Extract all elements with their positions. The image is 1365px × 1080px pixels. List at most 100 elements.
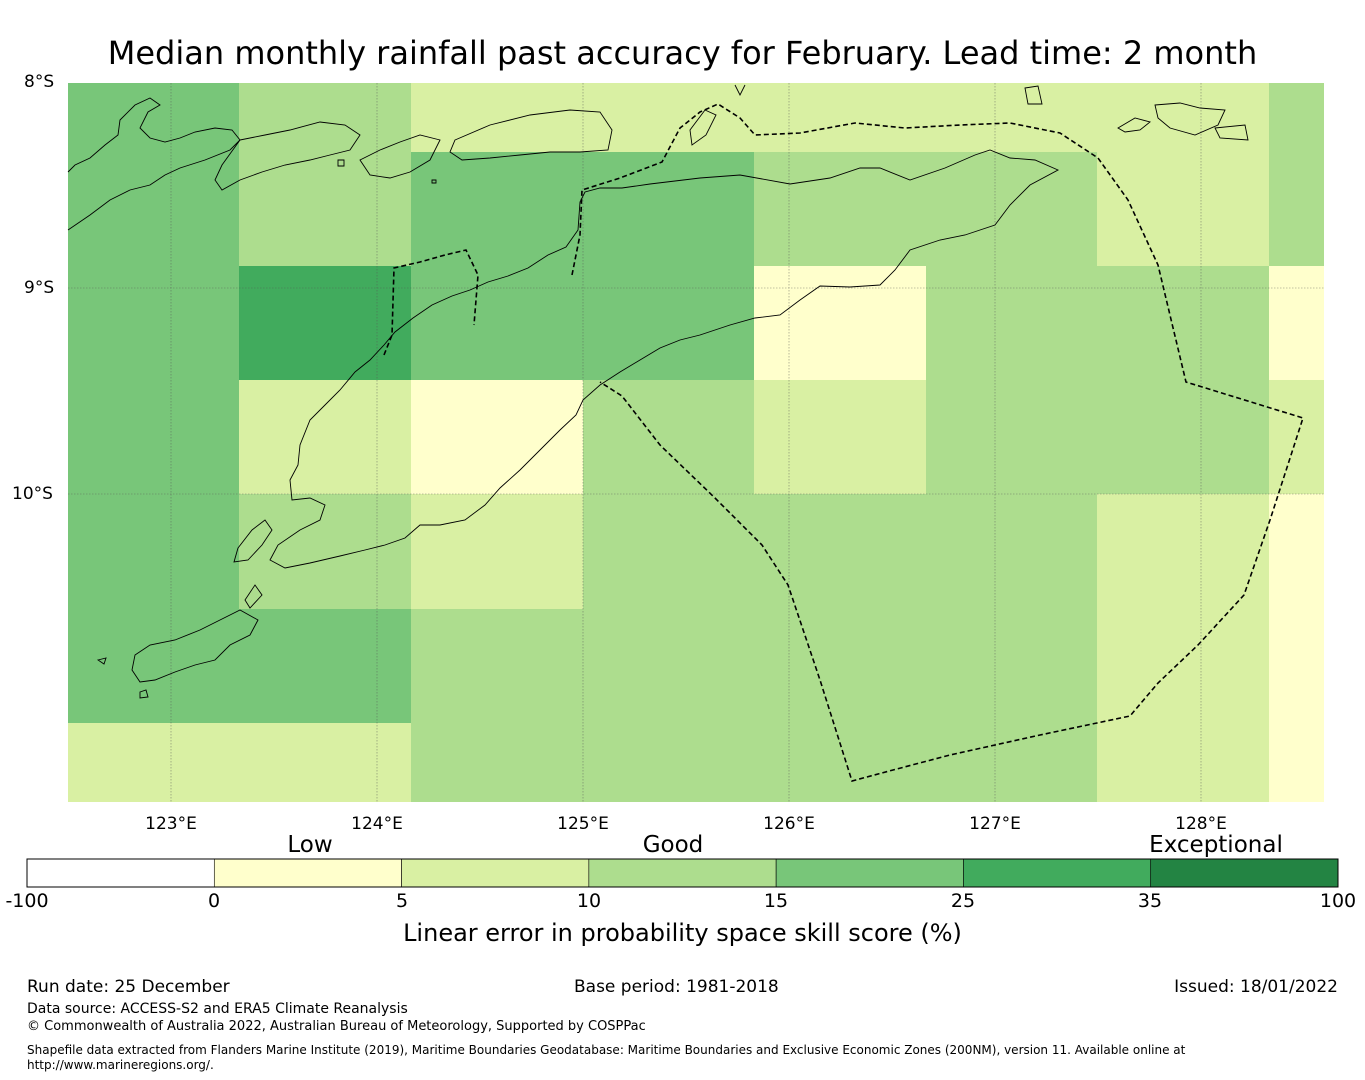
lon-label-123e: 123°E [145, 814, 197, 834]
skill-cell [583, 266, 754, 380]
skill-cell [1269, 609, 1324, 723]
skill-cell [1097, 609, 1269, 723]
skill-cell [239, 83, 411, 152]
skill-cell [926, 380, 1097, 494]
graticule [68, 83, 1324, 802]
skill-cell [1269, 266, 1324, 380]
cbar-tick: 10 [576, 890, 602, 912]
cbar-tick: 25 [950, 890, 976, 912]
skill-cell [1097, 494, 1269, 609]
skill-cell [926, 83, 1097, 152]
skill-cell [583, 152, 754, 266]
run-date: Run date: 25 December [27, 977, 230, 997]
oecusse-boundary [383, 249, 479, 356]
skill-cell [1097, 152, 1269, 266]
skill-cell [754, 609, 926, 723]
skill-cell [1269, 152, 1324, 266]
rote-island [233, 519, 273, 563]
flores-island [67, 97, 241, 231]
skill-cell [1097, 723, 1269, 802]
skill-cell [926, 266, 1097, 380]
skill-cell [68, 380, 239, 494]
band-label-exceptional: Exceptional [1149, 832, 1283, 858]
skill-cell [583, 83, 754, 152]
skill-cell [411, 266, 583, 380]
colorbar [26, 858, 1339, 888]
alor-island [214, 121, 361, 191]
base-period: Base period: 1981-2018 [574, 977, 779, 997]
issued-date: Issued: 18/01/2022 [1174, 977, 1338, 997]
colorbar-swatch [775, 858, 964, 888]
copyright: © Commonwealth of Australia 2022, Austra… [27, 1019, 646, 1034]
skill-cell [68, 494, 239, 609]
skill-cell [926, 494, 1097, 609]
lon-label-127e: 127°E [969, 814, 1021, 834]
skill-cell [583, 494, 754, 609]
lat-label-8s: 8°S [24, 72, 55, 92]
lon-label-128e: 128°E [1175, 814, 1227, 834]
skill-cell [583, 723, 754, 802]
skill-cell [411, 380, 583, 494]
colorbar-label: Linear error in probability space skill … [403, 919, 962, 947]
sawu-island [131, 609, 259, 683]
colorbar-swatch [26, 858, 215, 888]
map-title: Median monthly rainfall past accuracy fo… [107, 34, 1258, 72]
skill-cell [68, 723, 239, 802]
cbar-tick: 35 [1137, 890, 1163, 912]
skill-cell [926, 609, 1097, 723]
skill-cell [754, 152, 926, 266]
skill-cell [239, 494, 411, 609]
skill-cell [754, 380, 926, 494]
colorbar-swatch [213, 858, 402, 888]
skill-grid-cells [68, 83, 1324, 802]
skill-cell [68, 609, 239, 723]
colorbar-swatch [401, 858, 590, 888]
timor-island [269, 149, 1060, 569]
skill-cell [583, 609, 754, 723]
lat-label-9s: 9°S [24, 278, 55, 298]
skill-cell [68, 266, 239, 380]
skill-cell [754, 723, 926, 802]
colorbar-swatch [963, 858, 1152, 888]
skill-cell [926, 723, 1097, 802]
skill-cell [239, 380, 411, 494]
cbar-tick: 100 [1319, 890, 1357, 912]
wetar-island [449, 109, 613, 161]
skill-cell [1269, 83, 1324, 152]
skill-cell [239, 152, 411, 266]
skill-cell [583, 380, 754, 494]
data-source: Data source: ACCESS-S2 and ERA5 Climate … [27, 1001, 408, 1017]
shapefile-credit: Shapefile data extracted from Flanders M… [27, 1043, 1186, 1057]
skill-cell [1097, 266, 1269, 380]
skill-cell [754, 83, 926, 152]
skill-cell [1269, 494, 1324, 609]
cbar-tick: 15 [763, 890, 789, 912]
skill-cell [68, 83, 239, 152]
skill-cell [239, 266, 411, 380]
band-label-low: Low [287, 832, 333, 858]
skill-cell [411, 609, 583, 723]
shapefile-url: http://www.marineregions.org/. [27, 1058, 214, 1072]
skill-cell [411, 83, 583, 152]
skill-cell [1269, 723, 1324, 802]
skill-cell [68, 152, 239, 266]
skill-cell [1097, 380, 1269, 494]
skill-cell [239, 609, 411, 723]
timor-leste-eez [571, 103, 1305, 782]
colorbar-swatch [1150, 858, 1339, 888]
cbar-tick: -100 [5, 890, 49, 912]
skill-cell [411, 723, 583, 802]
coastlines [67, 84, 1249, 699]
colorbar-swatch [588, 858, 777, 888]
skill-cell [926, 152, 1097, 266]
lon-label-124e: 124°E [351, 814, 403, 834]
maritime-boundaries [383, 103, 1305, 782]
lon-label-126e: 126°E [763, 814, 815, 834]
band-label-good: Good [642, 832, 704, 858]
skill-cell [754, 266, 926, 380]
skill-cell [411, 152, 583, 266]
lat-label-10s: 10°S [12, 484, 53, 504]
babar-islands [1154, 102, 1226, 136]
cbar-tick: 0 [207, 890, 221, 912]
